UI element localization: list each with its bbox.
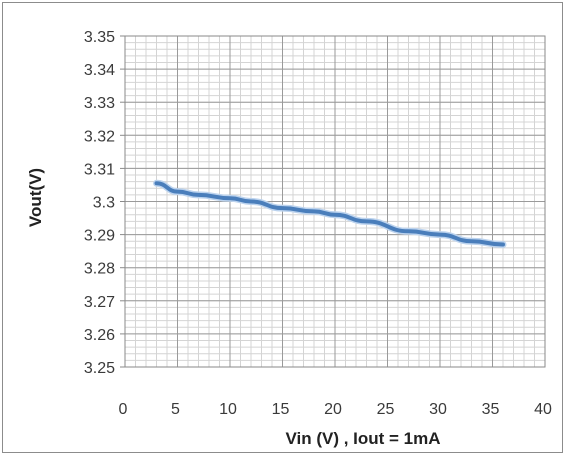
grid: [124, 35, 546, 368]
series-layer: [153, 179, 507, 249]
x-tick-label: 5: [171, 401, 180, 418]
x-tick-label: 30: [429, 401, 447, 418]
x-tick-label: 10: [219, 401, 237, 418]
y-tick-label: 3.29: [84, 228, 115, 245]
y-tick-label: 3.3: [93, 195, 115, 212]
y-tick-label: 3.25: [84, 360, 115, 377]
y-tick-label: 3.27: [84, 294, 115, 311]
y-tick-label: 3.35: [84, 29, 115, 46]
y-tick-label: 3.34: [84, 62, 115, 79]
x-tick-label: 15: [272, 401, 290, 418]
y-tick-label: 3.32: [84, 128, 115, 145]
x-tick-label: 20: [324, 401, 342, 418]
x-axis-title: Vin (V) , Iout = 1mA: [285, 429, 440, 448]
x-tick-label: 25: [377, 401, 395, 418]
y-tick-label: 3.28: [84, 261, 115, 278]
y-tick-labels: 3.25 3.26 3.27 3.28 3.29 3.3 3.31 3.32 3.33 3.34 3…: [84, 29, 125, 377]
x-tick-label: 0: [119, 401, 128, 418]
x-tick-label: 35: [482, 401, 500, 418]
x-tick-label: 40: [534, 401, 552, 418]
y-axis-title: Vout(V): [26, 168, 45, 227]
y-tick-label: 3.31: [84, 161, 115, 178]
y-tick-label: 3.33: [84, 95, 115, 112]
y-tick-label: 3.26: [84, 327, 115, 344]
x-tick-labels: 0 5 10 15 20 25 30 35 40: [119, 401, 552, 418]
